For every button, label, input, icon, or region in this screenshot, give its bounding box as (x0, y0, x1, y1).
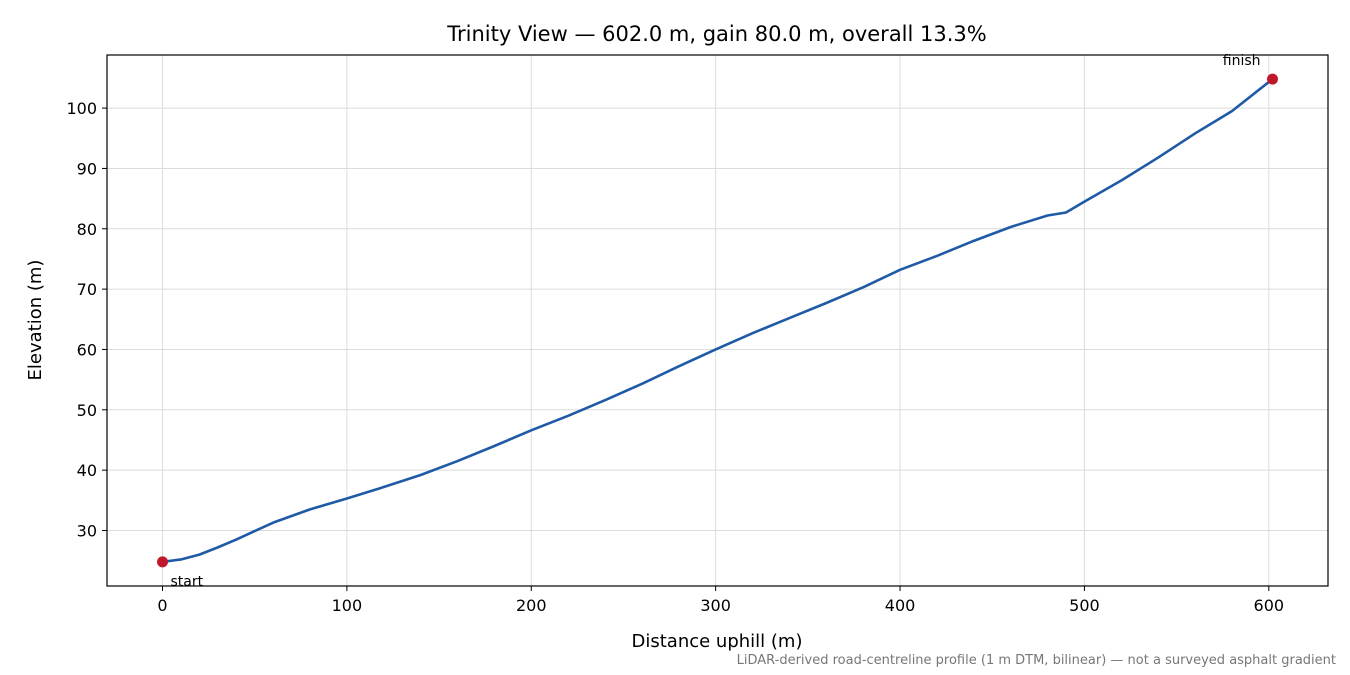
y-tick-label: 30 (77, 521, 97, 540)
x-axis-label: Distance uphill (m) (632, 631, 803, 652)
annotation: finish (1223, 53, 1261, 69)
plot-area: 0 100 200 300 400 500 600 30 40 50 60 70 80 90 100 star… (66, 53, 1328, 615)
y-tick-label: 70 (77, 280, 97, 299)
y-tick-label: 80 (77, 220, 97, 239)
x-tick-label: 400 (885, 596, 916, 615)
y-tick-label: 90 (77, 159, 97, 178)
y-tick-label: 40 (77, 461, 97, 480)
x-tick-label: 300 (700, 596, 731, 615)
axes-frame (106, 54, 1329, 587)
endpoint-marker (157, 556, 168, 568)
y-tick-label: 60 (77, 340, 97, 359)
x-tick-label: 500 (1069, 596, 1100, 615)
footnote: LiDAR-derived road-centreline profile (1… (737, 653, 1336, 668)
x-tick-label: 200 (516, 596, 547, 615)
annotation: start (171, 574, 204, 590)
y-tick-label: 100 (66, 99, 97, 118)
y-tick-label: 50 (77, 401, 97, 420)
x-tick-label: 100 (332, 596, 363, 615)
elevation-line (162, 78, 1274, 564)
chart-title: Trinity View — 602.0 m, gain 80.0 m, ove… (446, 22, 987, 46)
endpoint-marker (1267, 73, 1278, 85)
y-axis-label: Elevation (m) (25, 260, 46, 381)
x-tick-label: 600 (1254, 596, 1285, 615)
x-tick-label: 0 (157, 596, 167, 615)
